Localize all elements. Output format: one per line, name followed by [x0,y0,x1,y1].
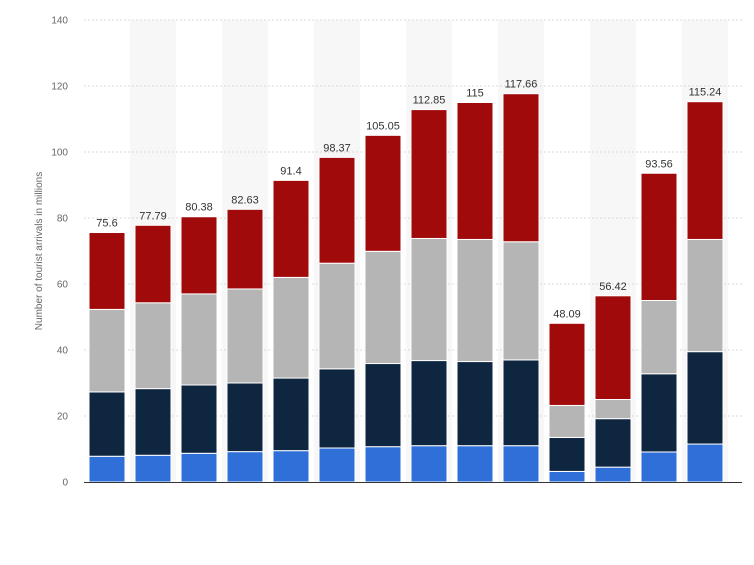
bar-segment [180,216,218,295]
bars [88,93,724,483]
total-label: 91.4 [280,165,301,177]
bar-segment [548,470,586,483]
bar-segment [364,250,402,365]
bar-stack [548,322,586,483]
bar-segment [318,447,356,483]
bar-segment [410,237,448,362]
bar-segment [134,302,172,390]
y-axis-ticks: 0 20 40 60 80 100 120 140 [51,16,68,489]
bar-segment [594,399,632,420]
bar-segment [548,404,586,438]
total-label: 117.66 [505,79,538,91]
bar-stack [364,134,402,483]
total-label: 115.24 [689,87,722,99]
bar-segment [410,109,448,239]
bar-segment [594,466,632,483]
total-labels: 75.6 77.79 80.38 82.63 91.4 98.37 105.05 112.85… [96,79,721,321]
bar-segment [456,361,494,447]
bar-segment [364,134,402,252]
bar-stack [502,93,540,483]
y-tick-label: 140 [51,16,68,27]
y-axis-label: Number of tourist arrivals in millions [34,172,45,330]
bar-stack [686,101,724,483]
total-label: 48.09 [553,308,581,320]
bar-segment [180,452,218,483]
total-label: 80.38 [185,202,213,214]
total-label: 115 [466,88,484,100]
bar-segment [226,208,264,290]
bar-segment [180,384,218,454]
y-tick-label: 20 [57,412,69,423]
bar-segment [88,391,126,457]
y-tick-label: 100 [51,148,68,159]
total-label: 93.56 [645,158,673,170]
total-label: 105.05 [366,120,400,132]
bar-segment [686,351,724,445]
bar-segment [410,360,448,447]
bar-segment [594,418,632,468]
total-label: 75.6 [96,218,117,230]
total-label: 56.42 [599,281,627,293]
y-tick-label: 0 [62,478,68,489]
bar-segment [226,451,264,483]
bar-segment [640,300,678,375]
bar-segment [272,276,310,379]
bar-segment [410,445,448,483]
bar-segment [456,102,494,240]
bar-segment [548,322,586,406]
bar-segment [180,293,218,386]
bar-stack [180,216,218,483]
bar-segment [686,443,724,483]
bar-segment [272,450,310,483]
bar-segment [456,445,494,483]
bar-stack [88,232,126,483]
bar-segment [502,241,540,361]
bar-segment [272,179,310,278]
bar-segment [88,308,126,393]
bar-stack [594,295,632,483]
bar-segment [134,454,172,483]
bar-segment [502,359,540,447]
bar-segment [686,101,724,240]
bar-segment [226,288,264,384]
y-tick-label: 40 [57,346,69,357]
y-tick-label: 60 [57,280,69,291]
bar-segment [686,238,724,353]
bar-segment [318,156,356,264]
bar-segment [318,262,356,370]
bar-stack [456,102,494,483]
total-label: 77.79 [139,210,167,222]
bar-stack [640,172,678,483]
bar-stack [410,109,448,483]
bar-segment [226,382,264,453]
bar-segment [640,451,678,483]
bar-segment [88,232,126,310]
bar-segment [364,363,402,448]
bar-segment [272,377,310,452]
bar-segment [364,446,402,483]
bar-stack [272,179,310,483]
bar-stack [226,208,264,483]
bar-stack [134,224,172,483]
bar-segment [318,368,356,449]
bar-segment [502,93,540,243]
bar-segment [456,238,494,363]
y-tick-label: 120 [51,82,68,93]
total-label: 82.63 [231,194,259,206]
bar-segment [134,388,172,456]
bar-segment [548,436,586,472]
bar-segment [502,445,540,483]
bar-segment [640,373,678,453]
bar-stack [318,156,356,483]
bar-segment [134,224,172,304]
bar-segment [594,295,632,400]
bar-segment [640,172,678,301]
y-tick-label: 80 [57,214,69,225]
total-label: 112.85 [413,95,446,107]
bar-segment [88,455,126,483]
total-label: 98.37 [323,142,351,154]
